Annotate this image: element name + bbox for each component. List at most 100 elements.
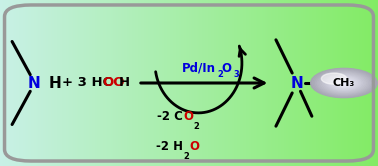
Bar (106, 0, 107, 166)
Bar (82, 0, 83, 166)
Bar (154, 0, 155, 166)
Bar (270, 0, 271, 166)
Bar (341, 0, 342, 166)
Bar (294, 0, 295, 166)
Bar (331, 0, 332, 166)
Bar (83, 0, 84, 166)
Bar (210, 0, 211, 166)
Bar (15, 0, 16, 166)
Bar (310, 0, 311, 166)
Bar (107, 0, 108, 166)
Bar (4, 0, 5, 166)
Bar (339, 0, 340, 166)
Bar (205, 0, 206, 166)
Bar (228, 0, 229, 166)
Bar (28, 0, 29, 166)
Bar (120, 0, 121, 166)
Bar (2, 0, 3, 166)
Bar (139, 0, 140, 166)
Bar (127, 0, 129, 166)
Bar (302, 0, 303, 166)
Bar (171, 0, 172, 166)
Circle shape (312, 69, 376, 97)
Bar (323, 0, 324, 166)
Bar (14, 0, 15, 166)
Bar (377, 0, 378, 166)
Bar (291, 0, 292, 166)
Bar (288, 0, 289, 166)
Bar (146, 0, 147, 166)
Bar (326, 0, 327, 166)
Bar (168, 0, 169, 166)
Bar (46, 0, 47, 166)
Bar (356, 0, 357, 166)
Bar (45, 0, 46, 166)
Bar (364, 0, 365, 166)
Bar (201, 0, 202, 166)
Bar (153, 0, 154, 166)
Circle shape (324, 74, 364, 92)
Bar (244, 0, 245, 166)
Bar (134, 0, 135, 166)
Bar (223, 0, 224, 166)
Bar (261, 0, 262, 166)
Bar (10, 0, 11, 166)
Bar (367, 0, 369, 166)
Bar (72, 0, 73, 166)
Bar (77, 0, 79, 166)
Bar (372, 0, 373, 166)
Bar (232, 0, 234, 166)
Bar (264, 0, 265, 166)
Bar (3, 0, 4, 166)
Bar (52, 0, 53, 166)
Bar (239, 0, 240, 166)
Bar (6, 0, 8, 166)
Bar (20, 0, 21, 166)
Bar (193, 0, 194, 166)
Bar (189, 0, 190, 166)
Bar (374, 0, 375, 166)
Bar (11, 0, 12, 166)
Bar (30, 0, 31, 166)
Bar (200, 0, 201, 166)
Bar (181, 0, 182, 166)
Bar (235, 0, 236, 166)
Bar (123, 0, 124, 166)
Text: O: O (222, 62, 231, 75)
Bar (164, 0, 166, 166)
Bar (64, 0, 65, 166)
Bar (342, 0, 343, 166)
Bar (237, 0, 238, 166)
Bar (105, 0, 106, 166)
Bar (355, 0, 356, 166)
Bar (346, 0, 347, 166)
Bar (287, 0, 288, 166)
Bar (365, 0, 366, 166)
Bar (297, 0, 298, 166)
Bar (177, 0, 178, 166)
Bar (289, 0, 290, 166)
Bar (207, 0, 208, 166)
Bar (274, 0, 275, 166)
Bar (81, 0, 82, 166)
Bar (113, 0, 114, 166)
Bar (371, 0, 372, 166)
Bar (17, 0, 18, 166)
Bar (238, 0, 239, 166)
Bar (192, 0, 193, 166)
Circle shape (311, 68, 377, 98)
Bar (345, 0, 346, 166)
Bar (263, 0, 264, 166)
Bar (112, 0, 113, 166)
Bar (142, 0, 143, 166)
Bar (202, 0, 203, 166)
Bar (38, 0, 39, 166)
Bar (178, 0, 180, 166)
Circle shape (332, 78, 356, 88)
Bar (266, 0, 268, 166)
Bar (172, 0, 173, 166)
Text: H: H (48, 76, 61, 90)
Bar (103, 0, 104, 166)
Bar (13, 0, 14, 166)
Bar (6, 0, 7, 166)
